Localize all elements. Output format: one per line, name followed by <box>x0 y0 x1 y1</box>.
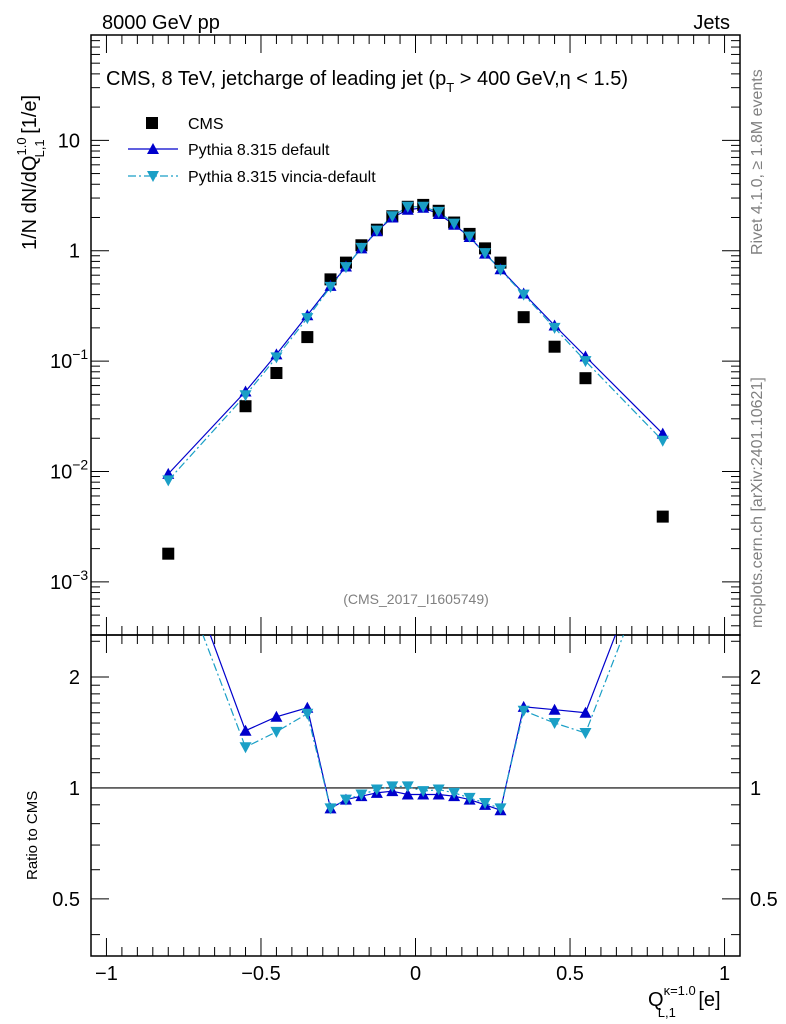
main-point-vincia <box>548 322 561 334</box>
legend-marker-default <box>147 143 159 154</box>
main-point-vincia <box>517 289 530 301</box>
ratio-point-vincia <box>339 794 352 806</box>
main-point-cms <box>301 331 314 344</box>
header-right: Jets <box>693 12 730 34</box>
ratio-point-vincia <box>355 789 368 801</box>
ratio-tick-label-right: 0.5 <box>750 889 778 911</box>
ratio-y-axis-label: Ratio to CMS <box>24 791 41 880</box>
x-tick-label: 1 <box>719 963 730 985</box>
ratio-point-vincia <box>324 803 337 815</box>
main-point-cms <box>270 367 283 380</box>
main-point-vincia <box>339 262 352 274</box>
header-left: 8000 GeV pp <box>102 12 220 34</box>
ratio-point-vincia <box>494 803 507 815</box>
legend-label-vincia: Pythia 8.315 vincia-default <box>188 169 376 186</box>
series-lines <box>167 206 664 811</box>
ratio-point-vincia <box>579 727 592 739</box>
main-point-vincia <box>448 218 461 230</box>
main-point-cms <box>579 372 592 385</box>
main-point-vincia <box>479 248 492 260</box>
ratio-tick-label-right: 2 <box>750 667 761 689</box>
main-point-vincia <box>432 206 445 218</box>
y-tick-label: 1 <box>69 241 80 263</box>
ratio-point-vincia <box>432 784 445 796</box>
chart-title: CMS, 8 TeV, jetcharge of leading jet (pT… <box>106 68 628 95</box>
main-point-cms <box>162 547 175 560</box>
main-line-vincia <box>167 206 664 481</box>
main-point-cms <box>656 510 669 523</box>
ratio-point-vincia <box>463 792 476 804</box>
ratio-tick-label-left: 0.5 <box>52 889 80 911</box>
ratio-line-default <box>209 635 617 811</box>
main-point-vincia <box>401 201 414 213</box>
main-point-cms <box>517 311 530 324</box>
legend-label-default: Pythia 8.315 default <box>188 142 330 159</box>
x-tick-label: 0.5 <box>556 963 584 985</box>
ratio-point-vincia <box>417 786 430 798</box>
main-point-vincia <box>417 201 430 213</box>
y-tick-label: 10−2 <box>50 456 88 483</box>
x-tick-label: 0 <box>410 963 421 985</box>
main-point-vincia <box>239 390 252 402</box>
legend: CMS Pythia 8.315 default Pythia 8.315 vi… <box>128 116 376 186</box>
ratio-tick-label-left: 1 <box>69 778 80 800</box>
ratio-point-default <box>239 724 252 736</box>
legend-marker-cms <box>146 117 158 129</box>
ratio-point-default <box>401 788 414 800</box>
main-point-cms <box>239 400 252 413</box>
ratio-point-vincia <box>239 742 252 754</box>
x-tick-label: −0.5 <box>241 963 280 985</box>
ratio-panel-frame <box>90 634 741 957</box>
ratio-point-vincia <box>270 726 283 738</box>
main-point-vincia <box>579 356 592 368</box>
legend-marker-vincia <box>147 171 159 182</box>
ratio-point-vincia <box>548 718 561 730</box>
series-markers <box>162 198 669 816</box>
main-point-vincia <box>463 231 476 243</box>
x-axis-label: Qκ=1.0 L,1 [e] <box>648 983 721 1020</box>
ratio-point-default <box>548 703 561 715</box>
main-point-vincia <box>355 242 368 254</box>
main-point-cms <box>548 340 561 353</box>
analysis-id: (CMS_2017_I1605749) <box>343 591 489 607</box>
main-point-vincia <box>370 225 383 237</box>
axis-tick-labels: −1 −0.5 0 0.5 1 10 1 10−1 10−2 10−3 2 2 1 1 0.5 0.5 <box>50 130 778 985</box>
main-point-vincia <box>656 435 669 447</box>
y-axis-label: 1/N dN/dQ1.0 L,1 [1/e] <box>14 95 47 250</box>
ratio-point-vincia <box>386 781 399 793</box>
ratio-point-vincia <box>370 784 383 796</box>
ratio-point-vincia <box>301 708 314 720</box>
x-tick-label: −1 <box>95 963 118 985</box>
rivet-info: Rivet 4.1.0, ≥ 1.8M events <box>749 69 766 255</box>
ratio-point-vincia <box>517 705 530 717</box>
ratio-line-vincia <box>202 635 625 810</box>
ratio-point-vincia <box>401 781 414 793</box>
ratio-point-default <box>270 710 283 722</box>
y-tick-label: 10−3 <box>50 567 88 594</box>
y-tick-label: 10 <box>58 130 80 152</box>
main-point-vincia <box>270 352 283 364</box>
ratio-point-default <box>579 706 592 718</box>
main-point-vincia <box>162 475 175 487</box>
main-line-default <box>167 207 664 475</box>
legend-label-cms: CMS <box>188 116 224 133</box>
main-point-vincia <box>301 313 314 325</box>
ratio-point-vincia <box>448 787 461 799</box>
axis-ticks <box>91 34 740 956</box>
main-point-vincia <box>324 281 337 293</box>
y-tick-label: 10−1 <box>50 346 88 373</box>
main-point-vincia <box>494 264 507 276</box>
mcplots-info: mcplots.cern.ch [arXiv:2401.10621] <box>749 377 766 628</box>
ratio-point-vincia <box>479 798 492 810</box>
ratio-tick-label-right: 1 <box>750 778 761 800</box>
main-point-vincia <box>386 211 399 223</box>
ratio-tick-label-left: 2 <box>69 667 80 689</box>
